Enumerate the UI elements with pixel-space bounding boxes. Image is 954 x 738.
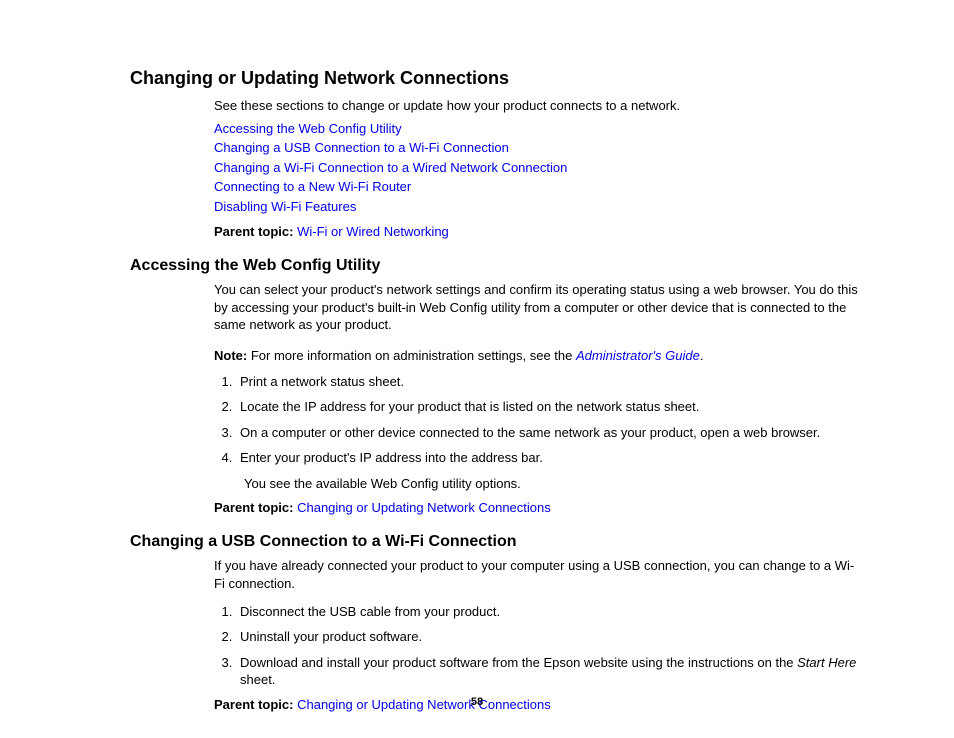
section2-step3: Download and install your product softwa…	[236, 654, 864, 689]
link-web-config[interactable]: Accessing the Web Config Utility	[214, 119, 864, 139]
step3-a: Download and install your product softwa…	[240, 655, 797, 670]
link-wifi-to-wired[interactable]: Changing a Wi-Fi Connection to a Wired N…	[214, 158, 864, 178]
link-disable-wifi[interactable]: Disabling Wi-Fi Features	[214, 197, 864, 217]
section2-steps: Disconnect the USB cable from your produ…	[214, 603, 864, 689]
parent-link-s1[interactable]: Changing or Updating Network Connections	[297, 500, 551, 515]
parent-topic-section1: Parent topic: Changing or Updating Netwo…	[214, 500, 864, 515]
parent-label: Parent topic:	[214, 224, 293, 239]
section1-body: You can select your product's network se…	[214, 281, 864, 334]
step4-text: Enter your product's IP address into the…	[240, 450, 543, 465]
section2-title: Changing a USB Connection to a Wi-Fi Con…	[130, 533, 864, 551]
section2-step1: Disconnect the USB cable from your produ…	[236, 603, 864, 621]
section1-step3: On a computer or other device connected …	[236, 424, 864, 442]
main-intro: See these sections to change or update h…	[214, 97, 864, 115]
parent-label-s1: Parent topic:	[214, 500, 293, 515]
section1-step4: Enter your product's IP address into the…	[236, 449, 864, 492]
step4-result: You see the available Web Config utility…	[244, 475, 864, 493]
parent-link-main[interactable]: Wi-Fi or Wired Networking	[297, 224, 449, 239]
note-link-admin-guide[interactable]: Administrator's Guide	[576, 348, 700, 363]
step3-italic: Start Here	[797, 655, 856, 670]
section1-steps: Print a network status sheet. Locate the…	[214, 373, 864, 493]
section1-step1: Print a network status sheet.	[236, 373, 864, 391]
parent-topic-main: Parent topic: Wi-Fi or Wired Networking	[214, 224, 864, 239]
page-number: 58	[0, 696, 954, 708]
step3-b: sheet.	[240, 672, 275, 687]
section1-note: Note: For more information on administra…	[214, 348, 864, 363]
toc-links: Accessing the Web Config Utility Changin…	[214, 119, 864, 217]
section1-step2: Locate the IP address for your product t…	[236, 398, 864, 416]
section1-title: Accessing the Web Config Utility	[130, 257, 864, 275]
note-text: For more information on administration s…	[247, 348, 576, 363]
link-new-router[interactable]: Connecting to a New Wi-Fi Router	[214, 177, 864, 197]
link-usb-to-wifi[interactable]: Changing a USB Connection to a Wi-Fi Con…	[214, 138, 864, 158]
note-tail: .	[700, 348, 704, 363]
section2-body: If you have already connected your produ…	[214, 557, 864, 592]
section2-step2: Uninstall your product software.	[236, 628, 864, 646]
note-label: Note:	[214, 348, 247, 363]
main-title: Changing or Updating Network Connections	[130, 68, 864, 89]
